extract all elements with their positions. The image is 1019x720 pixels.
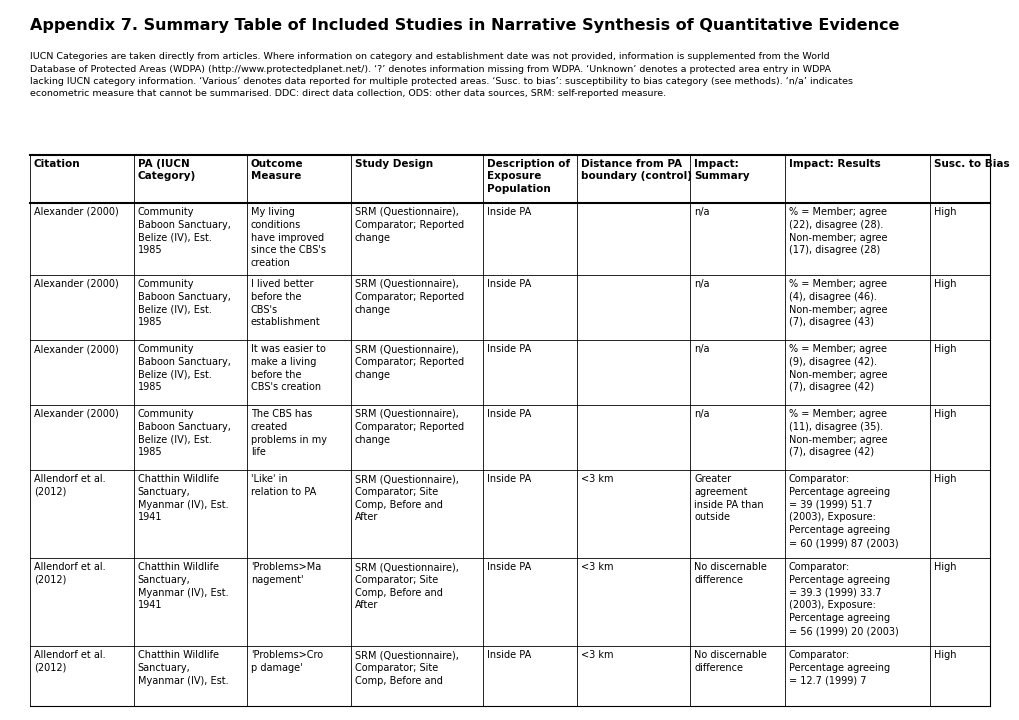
Text: Allendorf et al.
(2012): Allendorf et al. (2012) (34, 562, 106, 585)
Text: <3 km: <3 km (581, 474, 613, 484)
Text: Allendorf et al.
(2012): Allendorf et al. (2012) (34, 474, 106, 497)
Text: High: High (933, 279, 956, 289)
Text: Allendorf et al.
(2012): Allendorf et al. (2012) (34, 650, 106, 672)
Text: The CBS has
created
problems in my
life: The CBS has created problems in my life (251, 409, 327, 457)
Text: Impact: Results: Impact: Results (788, 159, 879, 169)
Text: Community
Baboon Sanctuary,
Belize (IV), Est.
1985: Community Baboon Sanctuary, Belize (IV),… (138, 279, 230, 328)
Text: Impact:
Summary: Impact: Summary (694, 159, 749, 181)
Text: Inside PA: Inside PA (487, 207, 531, 217)
Text: Inside PA: Inside PA (487, 562, 531, 572)
Text: SRM (Questionnaire),
Comparator; Reported
change: SRM (Questionnaire), Comparator; Reporte… (355, 207, 464, 243)
Text: % = Member; agree
(11), disagree (35).
Non-member; agree
(7), disagree (42): % = Member; agree (11), disagree (35). N… (788, 409, 887, 457)
Text: High: High (933, 562, 956, 572)
Text: n/a: n/a (694, 409, 709, 419)
Text: Comparator:
Percentage agreeing
= 12.7 (1999) 7: Comparator: Percentage agreeing = 12.7 (… (788, 650, 889, 685)
Text: IUCN Categories are taken directly from articles. Where information on category : IUCN Categories are taken directly from … (30, 52, 852, 99)
Text: Alexander (2000): Alexander (2000) (34, 207, 118, 217)
Text: Inside PA: Inside PA (487, 474, 531, 484)
Text: SRM (Questionnaire),
Comparator; Reported
change: SRM (Questionnaire), Comparator; Reporte… (355, 279, 464, 315)
Text: PA (IUCN
Category): PA (IUCN Category) (138, 159, 196, 181)
Text: High: High (933, 650, 956, 660)
Text: I lived better
before the
CBS's
establishment: I lived better before the CBS's establis… (251, 279, 320, 328)
Text: SRM (Questionnaire),
Comparator; Site
Comp, Before and: SRM (Questionnaire), Comparator; Site Co… (355, 650, 459, 685)
Text: 'Problems>Cro
p damage': 'Problems>Cro p damage' (251, 650, 323, 672)
Text: Inside PA: Inside PA (487, 650, 531, 660)
Text: 'Problems>Ma
nagement': 'Problems>Ma nagement' (251, 562, 321, 585)
Text: n/a: n/a (694, 207, 709, 217)
Text: High: High (933, 409, 956, 419)
Text: Greater
agreement
inside PA than
outside: Greater agreement inside PA than outside (694, 474, 763, 523)
Text: High: High (933, 207, 956, 217)
Text: Inside PA: Inside PA (487, 279, 531, 289)
Text: Inside PA: Inside PA (487, 344, 531, 354)
Text: Inside PA: Inside PA (487, 409, 531, 419)
Text: SRM (Questionnaire),
Comparator; Site
Comp, Before and
After: SRM (Questionnaire), Comparator; Site Co… (355, 562, 459, 611)
Text: Community
Baboon Sanctuary,
Belize (IV), Est.
1985: Community Baboon Sanctuary, Belize (IV),… (138, 344, 230, 392)
Text: High: High (933, 474, 956, 484)
Text: Comparator:
Percentage agreeing
= 39.3 (1999) 33.7
(2003), Exposure:
Percentage : Comparator: Percentage agreeing = 39.3 (… (788, 562, 898, 636)
Text: <3 km: <3 km (581, 562, 613, 572)
Text: <3 km: <3 km (581, 650, 613, 660)
Text: 'Like' in
relation to PA: 'Like' in relation to PA (251, 474, 316, 497)
Text: Chatthin Wildlife
Sanctuary,
Myanmar (IV), Est.: Chatthin Wildlife Sanctuary, Myanmar (IV… (138, 650, 228, 685)
Text: Susc. to Bias: Susc. to Bias (933, 159, 1009, 169)
Text: SRM (Questionnaire),
Comparator; Reported
change: SRM (Questionnaire), Comparator; Reporte… (355, 344, 464, 379)
Text: High: High (933, 344, 956, 354)
Text: Community
Baboon Sanctuary,
Belize (IV), Est.
1985: Community Baboon Sanctuary, Belize (IV),… (138, 207, 230, 256)
Text: No discernable
difference: No discernable difference (694, 562, 766, 585)
Text: Study Design: Study Design (355, 159, 432, 169)
Text: % = Member; agree
(22), disagree (28).
Non-member; agree
(17), disagree (28): % = Member; agree (22), disagree (28). N… (788, 207, 887, 256)
Text: Outcome
Measure: Outcome Measure (251, 159, 304, 181)
Text: n/a: n/a (694, 279, 709, 289)
Text: Comparator:
Percentage agreeing
= 39 (1999) 51.7
(2003), Exposure:
Percentage ag: Comparator: Percentage agreeing = 39 (19… (788, 474, 898, 548)
Text: Alexander (2000): Alexander (2000) (34, 409, 118, 419)
Text: Appendix 7. Summary Table of Included Studies in Narrative Synthesis of Quantita: Appendix 7. Summary Table of Included St… (30, 18, 899, 33)
Text: Alexander (2000): Alexander (2000) (34, 279, 118, 289)
Text: Chatthin Wildlife
Sanctuary,
Myanmar (IV), Est.
1941: Chatthin Wildlife Sanctuary, Myanmar (IV… (138, 474, 228, 523)
Text: Distance from PA
boundary (control): Distance from PA boundary (control) (581, 159, 692, 181)
Text: SRM (Questionnaire),
Comparator; Reported
change: SRM (Questionnaire), Comparator; Reporte… (355, 409, 464, 444)
Text: Chatthin Wildlife
Sanctuary,
Myanmar (IV), Est.
1941: Chatthin Wildlife Sanctuary, Myanmar (IV… (138, 562, 228, 611)
Text: My living
conditions
have improved
since the CBS's
creation: My living conditions have improved since… (251, 207, 326, 268)
Text: n/a: n/a (694, 344, 709, 354)
Text: % = Member; agree
(4), disagree (46).
Non-member; agree
(7), disagree (43): % = Member; agree (4), disagree (46). No… (788, 279, 887, 328)
Text: Alexander (2000): Alexander (2000) (34, 344, 118, 354)
Text: Citation: Citation (34, 159, 81, 169)
Text: It was easier to
make a living
before the
CBS's creation: It was easier to make a living before th… (251, 344, 325, 392)
Text: Community
Baboon Sanctuary,
Belize (IV), Est.
1985: Community Baboon Sanctuary, Belize (IV),… (138, 409, 230, 457)
Text: Description of
Exposure
Population: Description of Exposure Population (487, 159, 570, 194)
Text: SRM (Questionnaire),
Comparator; Site
Comp, Before and
After: SRM (Questionnaire), Comparator; Site Co… (355, 474, 459, 523)
Text: No discernable
difference: No discernable difference (694, 650, 766, 672)
Text: % = Member; agree
(9), disagree (42).
Non-member; agree
(7), disagree (42): % = Member; agree (9), disagree (42). No… (788, 344, 887, 392)
